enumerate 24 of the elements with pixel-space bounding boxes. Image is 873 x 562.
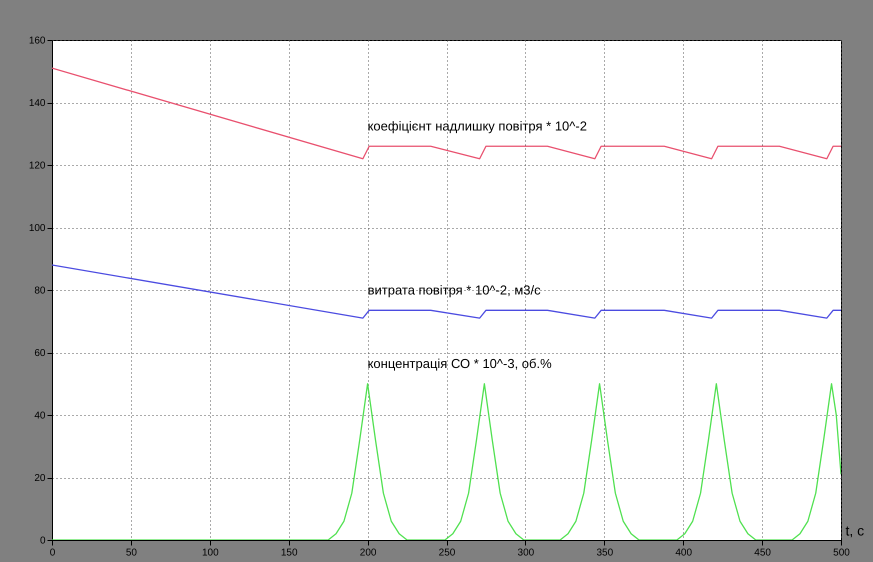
x-tick-label: 450: [754, 548, 772, 558]
y-tick-label: 160: [28, 36, 46, 46]
x-tick-label: 500: [833, 548, 850, 558]
x-axis-title: t, c: [846, 522, 864, 538]
series-label: витрата повітря * 10^-2, м3/с: [368, 282, 542, 298]
y-tick-label: 100: [28, 223, 46, 234]
y-tick-label: 20: [34, 473, 46, 484]
series-label: коефіцієнт надлишку повітря * 10^-2: [368, 118, 587, 134]
y-tick-label: 60: [34, 348, 46, 359]
series-label: концентрація СО * 10^-3, об.%: [368, 356, 552, 371]
x-tick-label: 350: [596, 548, 614, 558]
y-tick-label: 40: [34, 410, 46, 422]
y-tick-label: 80: [34, 286, 46, 296]
y-tick-label: 0: [40, 536, 46, 546]
x-tick-label: 400: [675, 548, 692, 558]
x-tick-label: 100: [202, 548, 220, 558]
x-tick-label: 250: [438, 548, 456, 558]
y-tick-label: 120: [28, 160, 46, 172]
x-tick-label: 50: [126, 548, 138, 558]
x-tick-label: 300: [518, 548, 535, 558]
y-tick-label: 140: [28, 98, 46, 109]
x-tick-label: 150: [280, 548, 298, 558]
x-tick-label: 0: [50, 548, 56, 558]
x-tick-label: 200: [360, 548, 377, 558]
